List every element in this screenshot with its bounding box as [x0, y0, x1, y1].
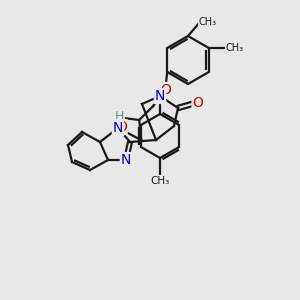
Text: CH₃: CH₃: [226, 43, 244, 53]
Text: CH₃: CH₃: [199, 17, 217, 27]
Text: N: N: [155, 89, 165, 103]
Text: O: O: [160, 83, 171, 97]
Text: O: O: [116, 120, 127, 134]
Text: CH₃: CH₃: [150, 176, 170, 186]
Text: N: N: [121, 153, 131, 167]
Text: N: N: [113, 121, 123, 135]
Text: O: O: [193, 96, 203, 110]
Text: H: H: [115, 110, 124, 124]
